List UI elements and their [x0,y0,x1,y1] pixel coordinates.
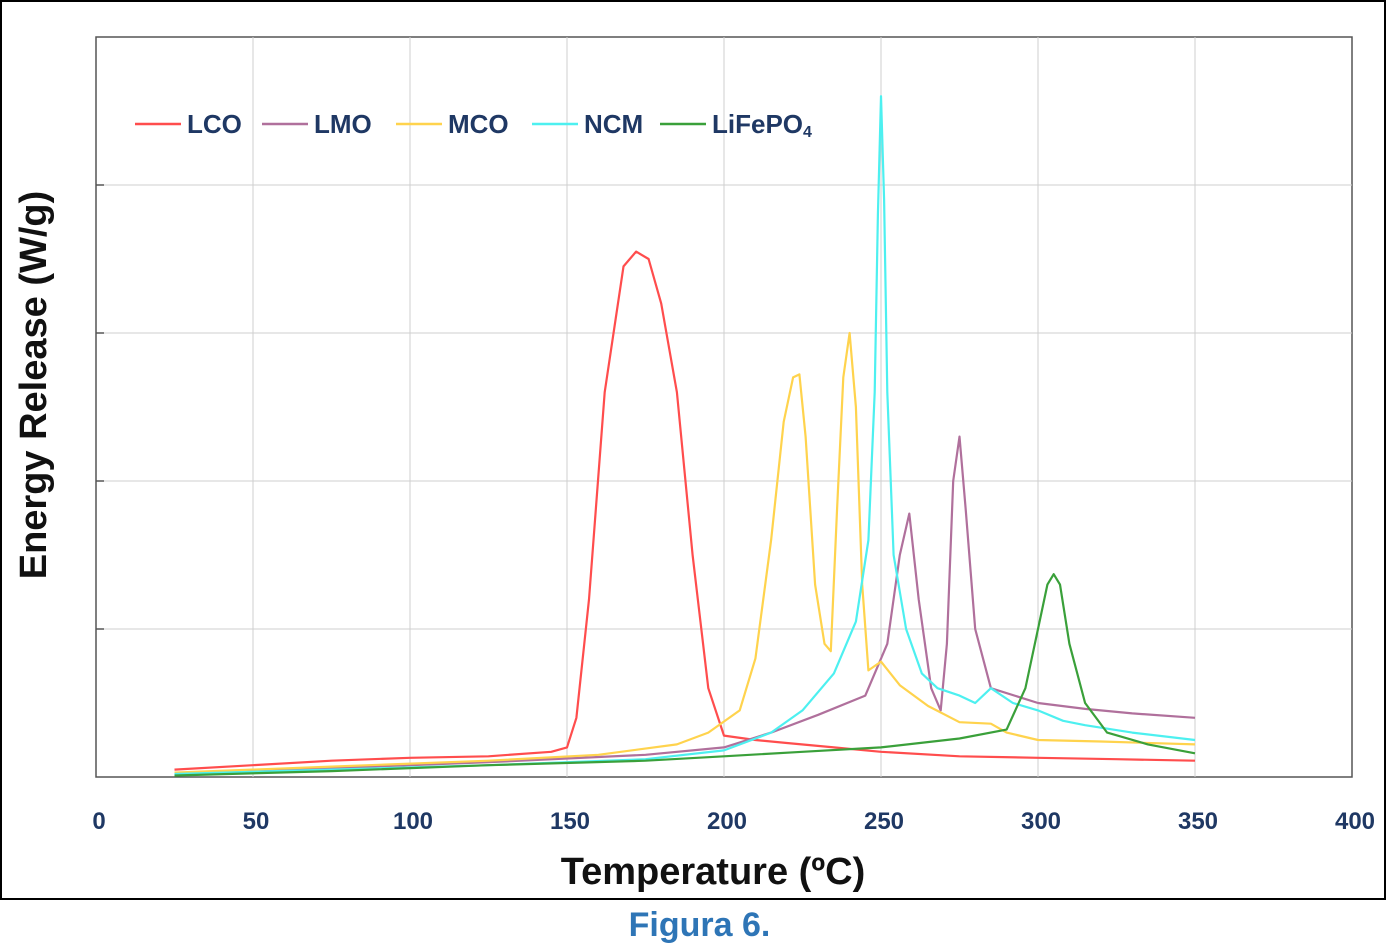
legend-label-ncm: NCM [584,109,643,139]
x-tick-label: 300 [1021,808,1061,835]
legend-label-lmo: LMO [314,109,372,139]
legend-label-lco: LCO [187,109,242,139]
x-tick-label: 0 [92,808,105,835]
figure-caption: Figura 6. [628,906,771,944]
legend-label-mco: MCO [448,109,509,139]
x-tick-label: 50 [243,808,270,835]
series-line-lmo [174,435,1196,776]
x-tick-label: 400 [1335,808,1375,835]
legend-label-lifepo4: LiFePO4 [712,109,812,141]
x-tick-label: 250 [864,808,904,835]
series-line-ncm [174,95,1196,776]
x-tick-labels: 0 50 100 150 200 250 300 350 400 [92,808,1375,835]
grid [96,37,1352,777]
x-axis-title: Temperature (ºC) [561,851,866,893]
x-tick-label: 200 [707,808,747,835]
series-line-mco [174,331,1196,774]
x-tick-label: 150 [550,808,590,835]
x-tick-label: 350 [1178,808,1218,835]
series-layer [174,95,1196,777]
y-axis-title: Energy Release (W/g) [13,191,55,580]
legend: LCO LMO MCO NCM LiFePO4 [135,109,812,141]
x-tick-label: 100 [393,808,433,835]
series-line-lifepo4 [174,573,1196,777]
series-line-lco [174,250,1196,771]
